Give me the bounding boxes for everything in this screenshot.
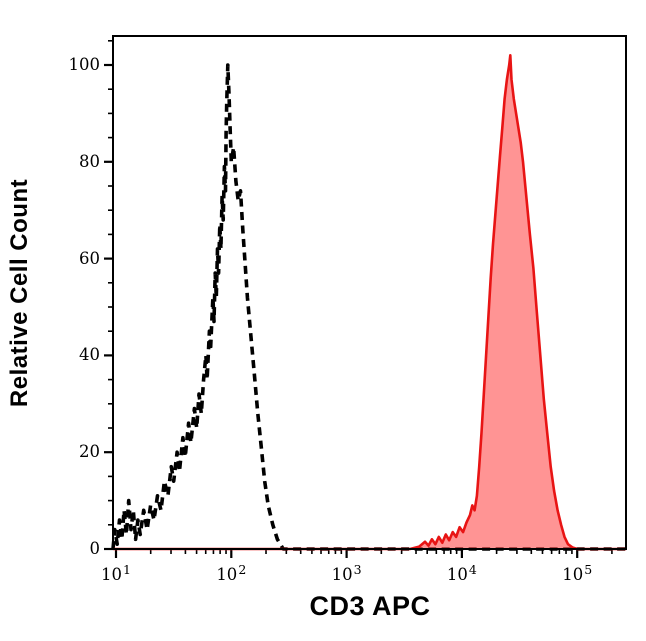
series-fill-1 xyxy=(113,55,627,550)
x-tick-label: 104 xyxy=(446,562,477,584)
dashed-control-curve xyxy=(111,63,627,551)
y-tick-label: 60 xyxy=(79,248,100,268)
x-tick-label: 102 xyxy=(216,562,247,584)
y-tick-label: 80 xyxy=(79,151,100,171)
plot-frame xyxy=(112,35,627,550)
red-stained-curve xyxy=(113,54,627,551)
y-tick-label: 0 xyxy=(89,539,101,558)
y-axis-title: Relative Cell Count xyxy=(6,178,33,408)
histogram-curves xyxy=(111,54,627,551)
x-tick-label: 103 xyxy=(331,562,362,584)
y-tick-label: 20 xyxy=(79,442,100,462)
y-tick-label: 40 xyxy=(79,345,100,365)
x-tick-label: 105 xyxy=(562,562,593,584)
x-tick-label: 101 xyxy=(101,562,131,584)
x-axis-title: CD3 APC xyxy=(309,591,431,621)
y-tick-label: 100 xyxy=(68,55,101,74)
